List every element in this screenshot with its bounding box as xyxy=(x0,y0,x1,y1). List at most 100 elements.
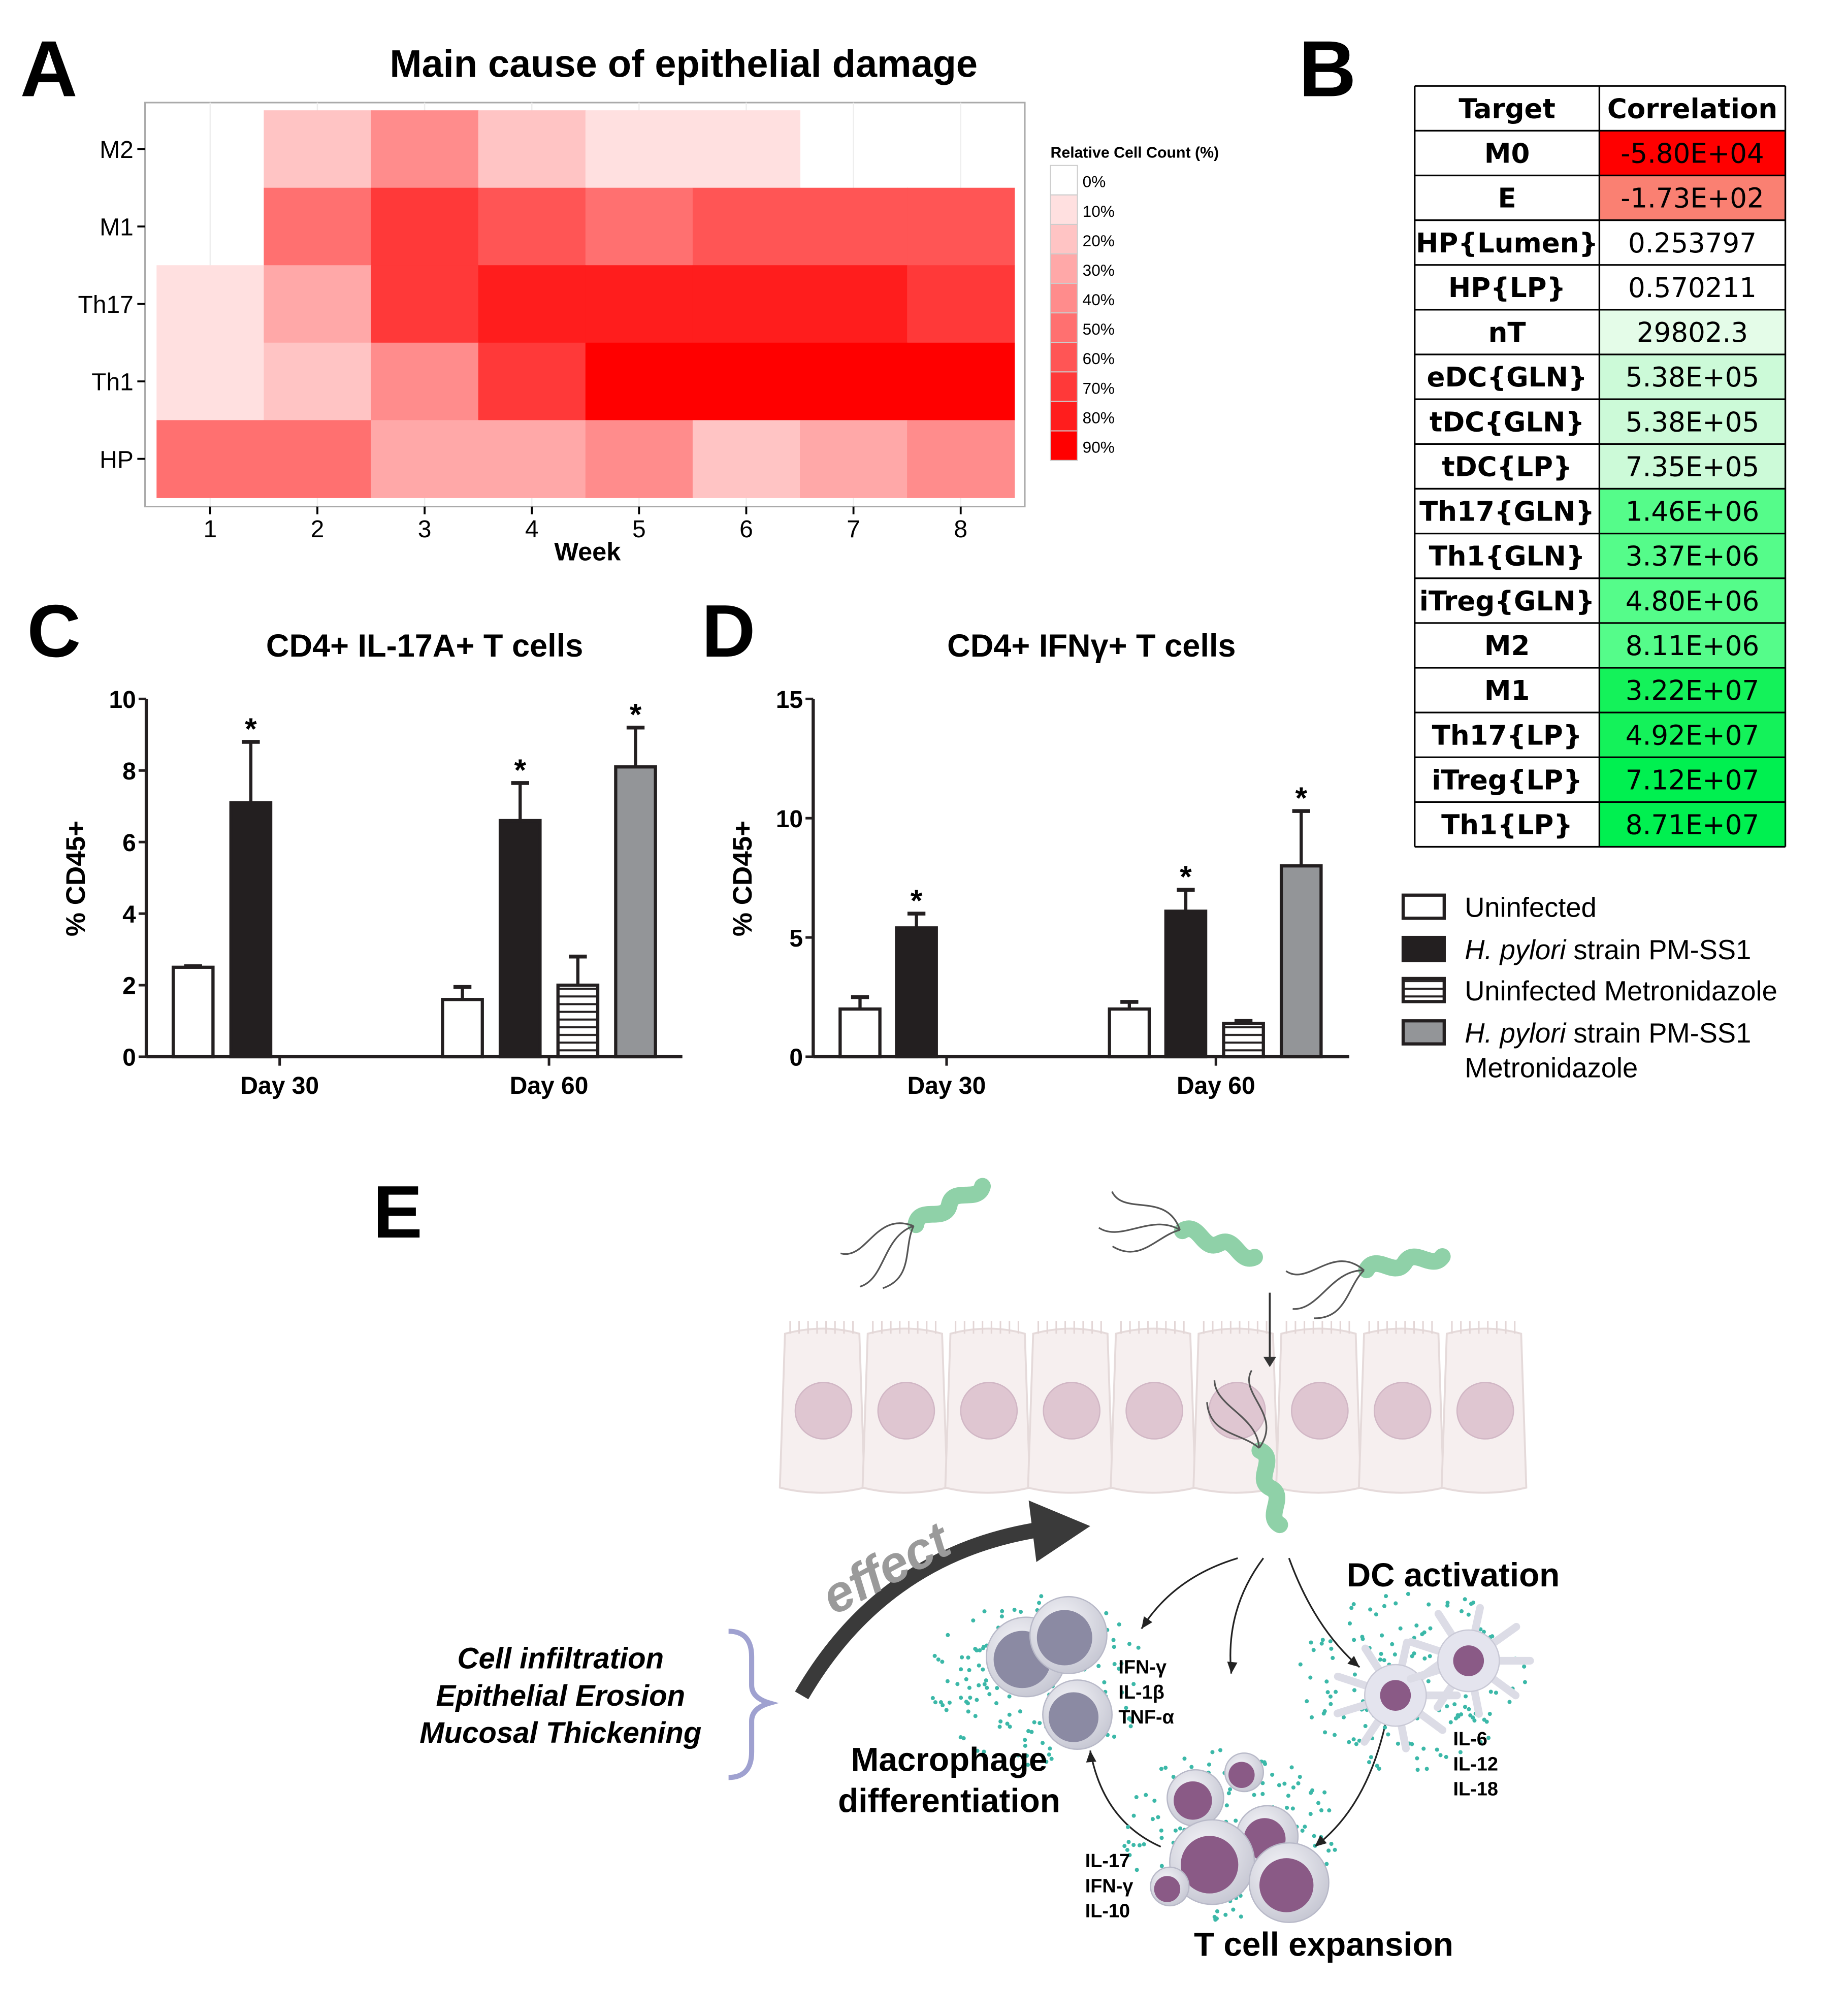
x-tick-label: 1 xyxy=(204,516,217,543)
cytokine-dot xyxy=(1463,1597,1467,1602)
correlation-cell xyxy=(1599,533,1786,578)
y-tick-label: 2 xyxy=(122,973,136,1000)
macrophage-cytokine: IFN-γ xyxy=(1118,1657,1166,1678)
correlation-cell xyxy=(1599,354,1786,400)
cytokine-dot xyxy=(1333,1847,1337,1852)
column-header-correlation: Correlation xyxy=(1607,93,1777,124)
cytokine-dot xyxy=(1163,1766,1168,1770)
cytokine-dot xyxy=(1328,1639,1333,1644)
cytokine-dot xyxy=(984,1678,988,1683)
cytokine-dot xyxy=(981,1667,985,1672)
cytokine-dot xyxy=(1369,1755,1373,1760)
panel-c-bar-chart: C CD4+ IL-17A+ T cells 0 2 4 6 8 10 % CD45+ Day 3… xyxy=(27,590,683,1099)
cytokine-dot xyxy=(998,1719,1003,1724)
cytokine-dot xyxy=(1309,1715,1314,1719)
cytokine-dot xyxy=(1039,1594,1044,1599)
heatmap-cell xyxy=(800,187,908,266)
cytokine-dot xyxy=(1309,1791,1313,1795)
cytokine-dot xyxy=(1119,1661,1124,1666)
cytokine-dot xyxy=(978,1648,982,1652)
cytokine-dot xyxy=(1351,1602,1356,1607)
cytokine-dot xyxy=(960,1655,964,1660)
significance-star: * xyxy=(514,753,526,787)
cytokine-dot xyxy=(1382,1658,1386,1663)
bar-legend: Uninfected H. pylori strain PM-SS1 Uninfec… xyxy=(1401,892,1777,1083)
legend-text: Uninfected Metronidazole xyxy=(1465,976,1777,1006)
heatmap-cell xyxy=(585,342,693,421)
flow-arrow xyxy=(1089,1750,1161,1848)
cytokine-dot xyxy=(1357,1738,1362,1743)
cytokine-dot xyxy=(1469,1602,1474,1606)
cytokine-dot xyxy=(1444,1754,1448,1759)
effect-label: effect xyxy=(813,1511,961,1626)
cytokine-dot xyxy=(1325,1690,1330,1695)
effect-arrowhead xyxy=(1028,1500,1090,1562)
nucleus xyxy=(960,1382,1018,1440)
dendritic-cell xyxy=(1407,1604,1534,1718)
legend-title: Relative Cell Count (%) xyxy=(1051,145,1219,161)
legend-label: 90% xyxy=(1083,438,1115,456)
arrowhead xyxy=(1263,1356,1276,1368)
table-value: 3.22E+07 xyxy=(1626,675,1759,706)
table-target: Th1{LP} xyxy=(1441,809,1573,841)
heatmap-cell xyxy=(371,110,479,188)
cytokine-dot xyxy=(1228,1787,1233,1792)
legend-swatch xyxy=(1050,342,1078,373)
table-value: 4.92E+07 xyxy=(1626,720,1759,751)
cytokine-dot xyxy=(1478,1740,1483,1744)
cytokine-dot xyxy=(1008,1725,1012,1729)
legend-swatch xyxy=(1050,312,1078,343)
cytokine-dot xyxy=(1445,1704,1449,1709)
bar xyxy=(895,926,938,1059)
x-axis-label: Week xyxy=(554,537,621,566)
cytokine-dot xyxy=(1363,1724,1368,1729)
cytokine-dot xyxy=(1289,1765,1294,1770)
legend-label: H. pylori strain PM-SS1 xyxy=(1465,1018,1751,1049)
cytokine-dot xyxy=(1305,1699,1309,1704)
heatmap-cell xyxy=(264,265,372,343)
legend-swatch xyxy=(1050,430,1078,461)
cytokine-dot xyxy=(1352,1638,1356,1642)
cytokine-dot xyxy=(933,1700,937,1705)
cytokine-dot xyxy=(1131,1682,1136,1686)
cytokine-dot xyxy=(1159,1836,1164,1840)
x-tick-label: 3 xyxy=(418,516,432,543)
heatmap-cell xyxy=(800,342,908,421)
heatmap-cell xyxy=(585,187,693,266)
y-tick-label: M2 xyxy=(100,137,134,164)
cytokine-dot xyxy=(1173,1828,1178,1833)
cytokine-dot xyxy=(941,1703,945,1707)
heatmap-cell xyxy=(264,110,372,188)
legend-label-line2: Metronidazole xyxy=(1465,1052,1638,1083)
correlation-cell xyxy=(1599,444,1786,489)
target-cell xyxy=(1414,489,1600,534)
t-cell-nucleus xyxy=(1154,1876,1181,1902)
cytokine-dot xyxy=(1375,1764,1379,1768)
target-cell xyxy=(1414,802,1600,847)
cytokine-dot xyxy=(1210,1750,1215,1754)
dc-cytokine: IL-18 xyxy=(1453,1779,1498,1800)
target-cell xyxy=(1414,444,1600,489)
cytokine-dot xyxy=(1025,1763,1030,1767)
legend-swatch xyxy=(1050,283,1078,314)
arrowhead xyxy=(1086,1750,1096,1763)
cytokine-dot xyxy=(987,1692,992,1697)
cytokine-dot xyxy=(1159,1864,1164,1868)
target-cell xyxy=(1414,265,1600,310)
cytokine-dot xyxy=(1104,1611,1109,1615)
cytokine-dot xyxy=(1329,1841,1334,1846)
cytokine-dot xyxy=(1182,1757,1187,1761)
cytokine-dot xyxy=(946,1633,950,1637)
cytokine-dot xyxy=(1445,1601,1450,1605)
heatmap-cell xyxy=(478,265,586,343)
correlation-cell xyxy=(1599,220,1786,265)
table-value: 8.11E+06 xyxy=(1626,630,1759,662)
flow-arrow xyxy=(1229,1557,1265,1674)
correlation-cell xyxy=(1599,265,1786,310)
epithelium-illustration xyxy=(779,1321,1528,1494)
cytokine-dot xyxy=(1466,1612,1471,1617)
cytokine-dot xyxy=(1349,1606,1354,1610)
y-tick-label: 0 xyxy=(122,1045,136,1071)
significance-star: * xyxy=(911,883,923,918)
